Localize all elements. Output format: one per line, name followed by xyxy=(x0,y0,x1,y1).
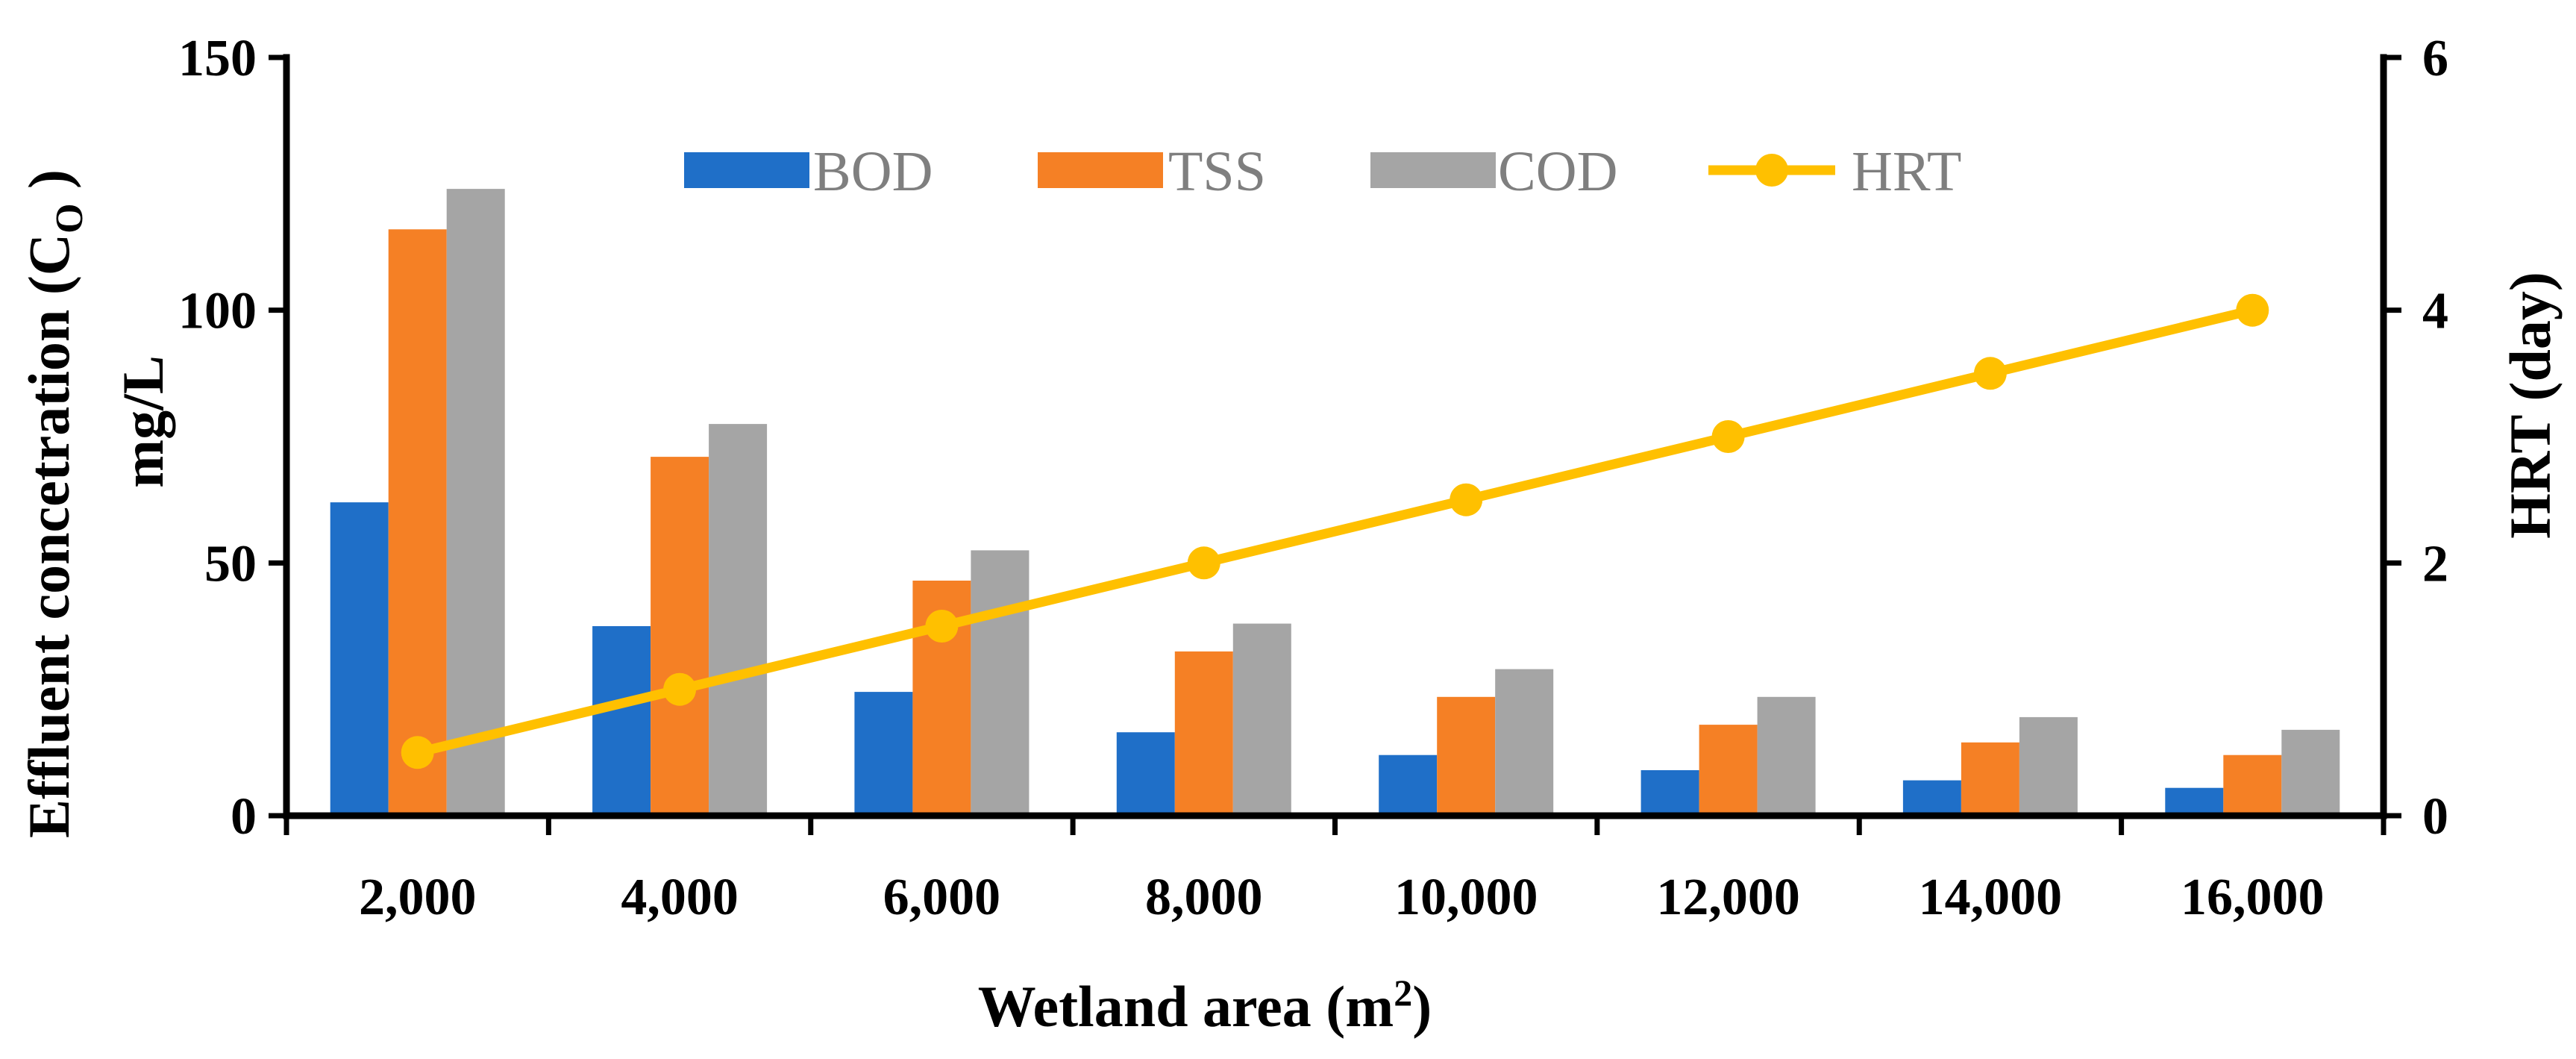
y2-tick-label-2: 4 xyxy=(2422,283,2448,340)
y-tick-label-2: 100 xyxy=(178,283,257,340)
point-hrt-1 xyxy=(663,672,697,706)
y-axis-title-units: mg/L xyxy=(110,355,175,488)
bar-tss-5 xyxy=(1699,725,1758,816)
bar-tss-0 xyxy=(388,229,447,816)
x-tick-label-7: 16,000 xyxy=(2181,869,2325,926)
y-tick-label-0: 0 xyxy=(231,788,257,846)
x-tick-label-6: 14,000 xyxy=(1919,869,2063,926)
legend-label-cod: COD xyxy=(1498,140,1617,203)
x-tick-label-0: 2,000 xyxy=(359,869,477,926)
bar-tss-7 xyxy=(2223,755,2282,816)
bar-cod-3 xyxy=(1232,623,1291,816)
legend-label-bod: BOD xyxy=(813,140,933,203)
y-axis-title: Effluent concetration (CO ) xyxy=(16,169,91,838)
bar-bod-3 xyxy=(1116,732,1175,816)
y-tick-label-3: 150 xyxy=(178,30,257,87)
x-tick-label-4: 10,000 xyxy=(1394,869,1538,926)
x-tick-label-3: 8,000 xyxy=(1145,869,1263,926)
point-hrt-3 xyxy=(1187,546,1220,580)
legend-label-tss: TSS xyxy=(1168,140,1266,203)
x-axis-title: Wetland area (m2) xyxy=(978,972,1432,1039)
bars-layer xyxy=(330,189,2340,816)
bar-cod-4 xyxy=(1495,669,1554,816)
point-hrt-2 xyxy=(925,610,959,643)
bar-cod-5 xyxy=(1757,696,1816,816)
bar-cod-7 xyxy=(2281,729,2340,816)
bar-tss-3 xyxy=(1174,651,1233,816)
legend: BOD TSS COD HRT xyxy=(684,140,1961,203)
legend-swatch-cod xyxy=(1370,152,1496,188)
bar-cod-6 xyxy=(2019,716,2078,816)
bar-tss-6 xyxy=(1961,742,2019,816)
y2-tick-label-1: 2 xyxy=(2422,535,2448,593)
point-hrt-5 xyxy=(1711,420,1745,453)
x-axis-title-sup: 2 xyxy=(1394,972,1412,1013)
line-layer xyxy=(401,293,2269,769)
line-hrt xyxy=(413,305,2257,757)
y-axis-title-main: Effluent concetration (C xyxy=(16,234,81,838)
x-tick-label-1: 4,000 xyxy=(621,869,739,926)
y-axis-title-end: ) xyxy=(16,169,81,203)
bar-bod-6 xyxy=(1902,780,1961,816)
point-hrt-7 xyxy=(2236,293,2269,327)
legend-marker-hrt xyxy=(1755,154,1788,187)
bar-bod-5 xyxy=(1640,770,1699,816)
y-axis-title-sub: O xyxy=(48,203,91,233)
y-tick-label-1: 50 xyxy=(204,535,257,593)
bar-bod-7 xyxy=(2165,787,2224,816)
bar-cod-0 xyxy=(446,189,505,816)
x-axis-title-main: Wetland area (m xyxy=(978,974,1394,1039)
y2-axis-title: HRT (day) xyxy=(2498,272,2563,539)
bar-bod-2 xyxy=(854,692,913,816)
point-hrt-0 xyxy=(401,736,434,769)
bar-bod-4 xyxy=(1379,755,1438,816)
x-tick-label-2: 6,000 xyxy=(883,869,1001,926)
bar-tss-4 xyxy=(1437,696,1496,816)
bar-cod-1 xyxy=(709,424,768,816)
y2-tick-label-3: 6 xyxy=(2422,30,2448,87)
legend-swatch-bod xyxy=(684,152,809,188)
y2-tick-label-0: 0 xyxy=(2422,788,2448,846)
bar-tss-1 xyxy=(651,457,709,816)
point-hrt-6 xyxy=(1973,357,2007,390)
bar-cod-2 xyxy=(971,550,1030,816)
ticks-layer: 0 50 100 150 0 2 4 6 2,000 4,000 6,000 8,000 10,000 1… xyxy=(178,30,2448,926)
bar-bod-1 xyxy=(592,626,651,816)
point-hrt-4 xyxy=(1450,483,1483,516)
x-tick-label-5: 12,000 xyxy=(1656,869,1800,926)
bar-bod-0 xyxy=(330,502,389,816)
x-axis-title-end: ) xyxy=(1412,974,1432,1039)
legend-swatch-tss xyxy=(1038,152,1163,188)
legend-label-hrt: HRT xyxy=(1852,140,1961,203)
